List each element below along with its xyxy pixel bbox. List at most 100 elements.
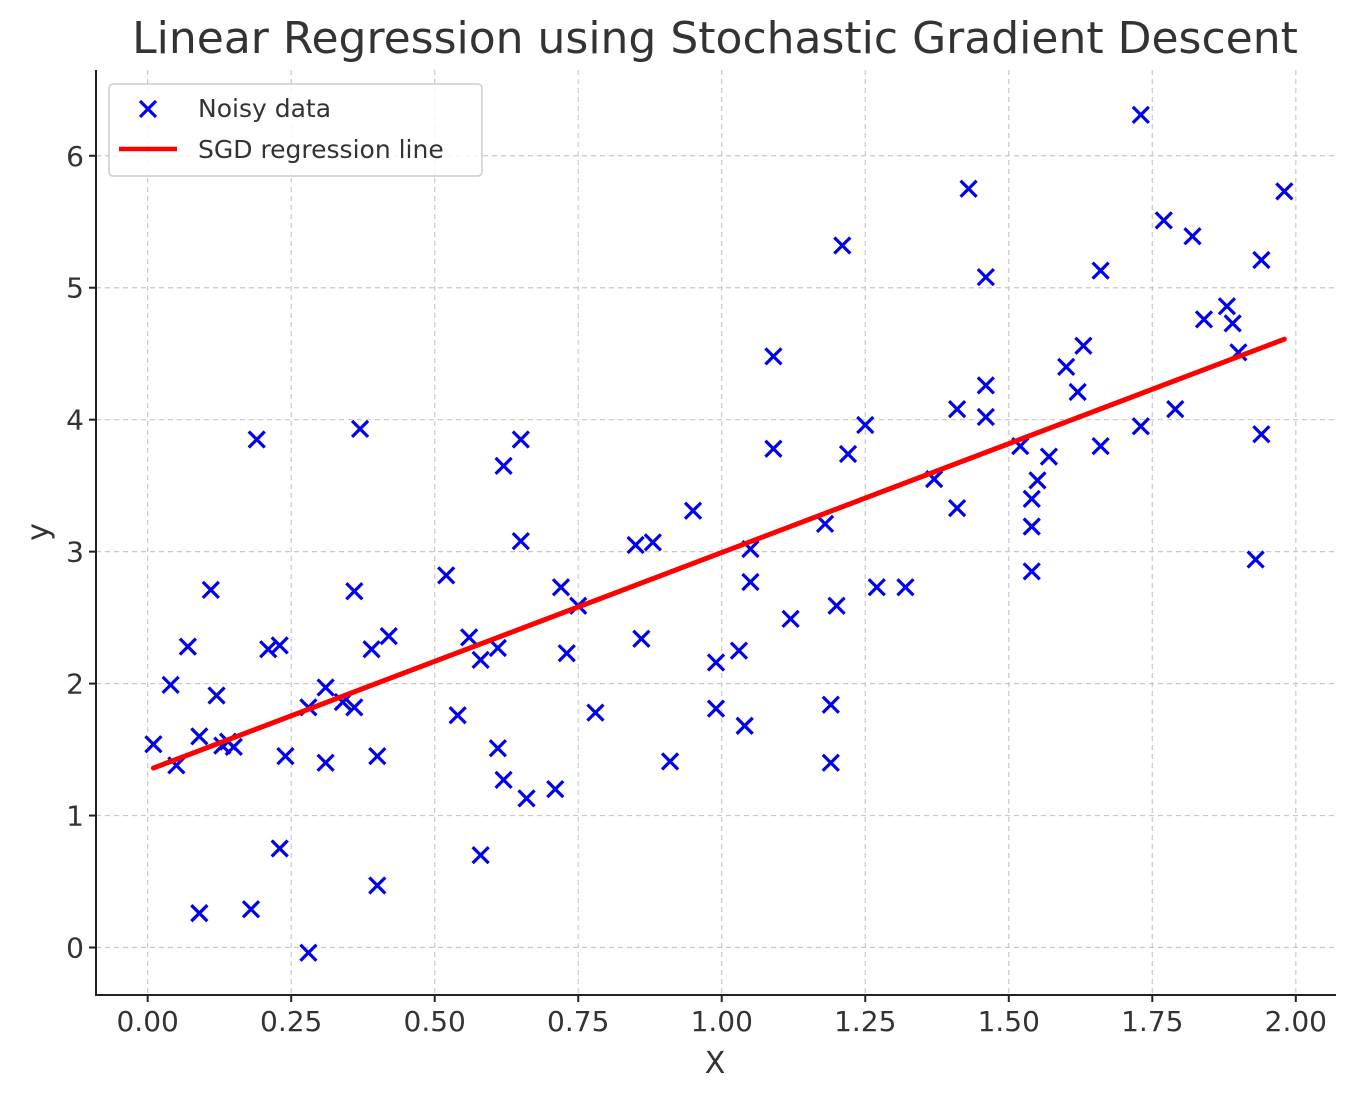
data-point [448, 706, 467, 725]
data-point [706, 653, 726, 672]
x-tick-label: 1.00 [691, 1005, 753, 1038]
data-point [1022, 489, 1041, 508]
data-point [488, 739, 507, 758]
data-point [1166, 399, 1185, 419]
series-layer [144, 105, 1294, 962]
data-point [437, 566, 456, 585]
data-point [201, 580, 220, 600]
data-point [683, 501, 703, 520]
data-point [362, 640, 381, 659]
data-point [821, 695, 840, 714]
grid [96, 70, 1336, 995]
data-point [764, 439, 783, 458]
data-point [345, 582, 364, 601]
data-point [488, 638, 507, 658]
y-tick-label: 2 [66, 668, 84, 701]
data-point [316, 678, 335, 697]
data-point [643, 533, 662, 552]
data-point [345, 698, 364, 717]
legend-label-sgd-line: SGD regression line [198, 135, 444, 164]
data-point [1039, 447, 1059, 466]
data-point [1022, 562, 1041, 581]
y-tick-label: 6 [66, 140, 84, 173]
data-point [276, 747, 295, 766]
data-point [735, 716, 754, 735]
data-point [1028, 471, 1047, 490]
data-point [729, 641, 749, 660]
data-point [1246, 550, 1265, 569]
data-point [546, 780, 565, 799]
data-point [270, 636, 289, 655]
regression-line [150, 336, 1287, 771]
data-point [494, 770, 513, 790]
y-tick-label: 4 [66, 404, 84, 437]
y-axis-label: y [21, 523, 56, 541]
data-point [241, 900, 261, 919]
data-point [947, 399, 967, 419]
data-point [856, 415, 875, 435]
data-point [1223, 314, 1242, 333]
data-point [379, 626, 398, 646]
data-point [586, 703, 605, 722]
data-point [471, 650, 490, 669]
data-point [764, 347, 783, 366]
data-point [626, 535, 645, 555]
data-point [1275, 182, 1294, 201]
chart-title: Linear Regression using Stochastic Gradi… [132, 13, 1298, 64]
data-point [821, 753, 840, 772]
data-point [959, 179, 978, 198]
data-point [511, 430, 530, 449]
data-point [270, 839, 289, 858]
legend-label-noisy-data: Noisy data [198, 94, 331, 123]
y-tick-label: 5 [66, 272, 84, 305]
data-point [838, 444, 858, 464]
data-point [551, 578, 571, 597]
data-point [299, 943, 318, 962]
data-point [632, 629, 651, 648]
data-point [827, 596, 846, 615]
data-point [1217, 297, 1237, 316]
scatter-series [144, 105, 1294, 962]
data-point [815, 514, 835, 534]
data-point [471, 845, 490, 865]
data-point [178, 637, 197, 656]
data-point [706, 699, 726, 718]
data-point [1194, 310, 1214, 329]
data-point [368, 747, 387, 766]
data-point [1057, 357, 1076, 377]
data-point [781, 609, 800, 629]
y-tick-label: 3 [66, 536, 84, 569]
data-point [1154, 211, 1173, 230]
x-tick-label: 1.25 [834, 1005, 896, 1038]
data-point [247, 430, 266, 449]
data-point [190, 727, 209, 746]
data-point [161, 675, 180, 695]
data-point [557, 644, 576, 663]
data-point [1068, 382, 1087, 402]
data-point [1022, 517, 1041, 536]
legend: Noisy data SGD regression line [108, 83, 483, 177]
y-tick-label: 0 [66, 931, 84, 964]
data-point [947, 498, 967, 518]
x-axis-label: X [705, 1046, 726, 1081]
axes [95, 70, 1336, 996]
data-point [741, 572, 760, 592]
x-tick-label: 1.50 [978, 1005, 1040, 1038]
y-tick-label: 1 [66, 800, 84, 833]
data-point [460, 628, 479, 647]
data-point [1074, 336, 1093, 355]
x-tick-label: 0.25 [260, 1005, 322, 1038]
x-tick-label: 0.50 [404, 1005, 466, 1038]
data-point [259, 640, 278, 659]
data-point [976, 407, 995, 427]
data-point [511, 531, 530, 551]
ticks: 0.00 0.25 0.50 0.75 1.00 1.25 1.50 1.75 2.00 0 1 2 3… [66, 140, 1327, 1038]
x-tick-label: 2.00 [1265, 1005, 1327, 1038]
x-tick-label: 1.75 [1121, 1005, 1183, 1038]
x-tick-label: 0.75 [547, 1005, 609, 1038]
data-point [207, 686, 226, 705]
x-tick-label: 0.00 [116, 1005, 178, 1038]
data-point [517, 789, 536, 808]
data-point [976, 376, 995, 395]
